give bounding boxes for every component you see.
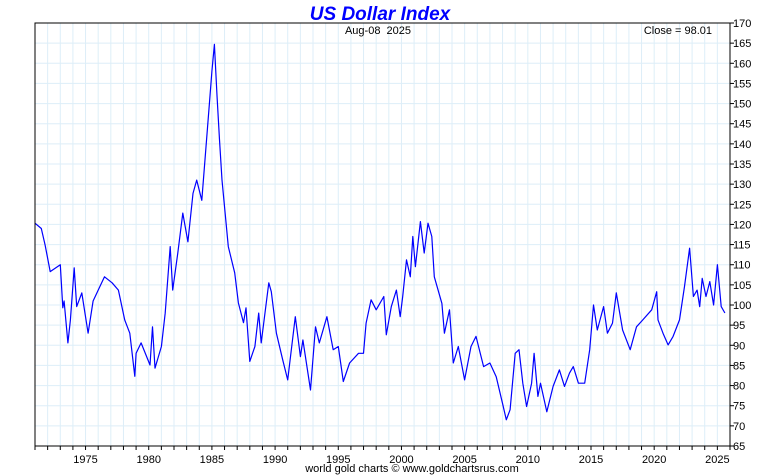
y-tick-label: 115 — [733, 240, 751, 252]
y-tick-label: 95 — [733, 320, 745, 332]
y-tick-label: 160 — [733, 58, 751, 70]
y-tick-label: 140 — [733, 139, 751, 151]
x-tick-label: 2025 — [705, 454, 729, 466]
x-tick-label: 1985 — [200, 454, 224, 466]
close-value-label: Close = 98.01 — [644, 25, 712, 37]
y-tick-label: 125 — [733, 199, 751, 211]
y-tick-label: 105 — [733, 280, 751, 292]
y-tick-label: 80 — [733, 381, 745, 393]
y-tick-label: 90 — [733, 340, 745, 352]
y-tick-label: 85 — [733, 360, 745, 372]
y-tick-label: 165 — [733, 38, 751, 50]
y-tick-label: 130 — [733, 179, 751, 191]
chart-title: US Dollar Index — [310, 4, 452, 25]
y-axis: 65 70 75 80 85 90 95 100 105 110 115 120 125 130 135 14… — [730, 18, 751, 453]
y-tick-label: 145 — [733, 119, 751, 131]
x-tick-label: 1975 — [73, 454, 97, 466]
grid — [35, 23, 730, 446]
x-tick-label: 1990 — [263, 454, 287, 466]
y-tick-label: 170 — [733, 18, 751, 30]
x-axis: 1975 1980 1985 1990 1995 2000 2005 2010 2015 2020… — [34, 446, 731, 466]
y-tick-label: 110 — [733, 260, 751, 272]
plot-frame — [34, 22, 731, 447]
date-label: Aug-08 2025 — [345, 25, 411, 37]
y-tick-label: 75 — [733, 401, 745, 413]
x-tick-label: 2020 — [642, 454, 666, 466]
y-tick-label: 70 — [733, 421, 745, 433]
series-line-us-dollar-index — [34, 43, 726, 421]
y-tick-label: 135 — [733, 159, 751, 171]
x-tick-label: 1995 — [326, 454, 350, 466]
x-tick-label: 2005 — [452, 454, 476, 466]
y-tick-label: 120 — [733, 219, 751, 231]
x-tick-label: 2010 — [516, 454, 540, 466]
y-tick-label: 100 — [733, 300, 751, 312]
x-tick-label: 1980 — [136, 454, 160, 466]
y-tick-label: 65 — [733, 441, 745, 453]
x-tick-label: 2015 — [579, 454, 603, 466]
y-tick-label: 155 — [733, 78, 751, 90]
footer-credit: world gold charts © www.goldchartsrus.co… — [304, 463, 519, 475]
y-tick-label: 150 — [733, 99, 751, 111]
x-tick-label: 2000 — [389, 454, 413, 466]
